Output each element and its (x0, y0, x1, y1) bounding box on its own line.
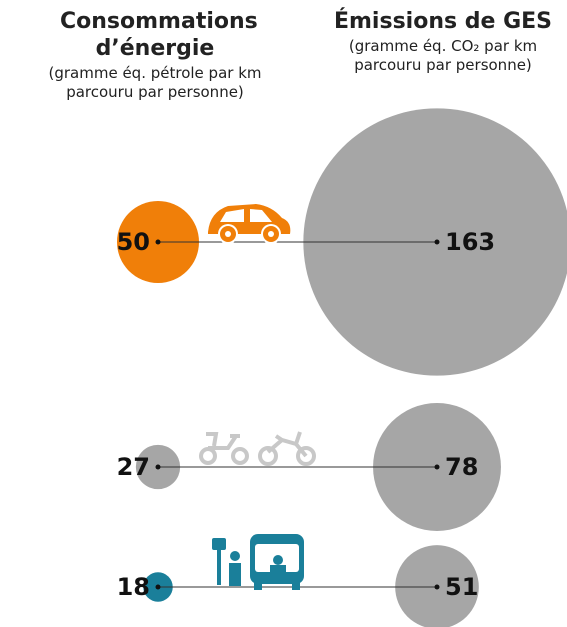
value-label: 18 (117, 573, 150, 601)
dot (155, 239, 161, 245)
value-label: 163 (445, 228, 495, 256)
value-label: 78 (445, 453, 478, 481)
emissions-header: Émissions de GES (gramme éq. CO₂ par km … (318, 8, 567, 75)
series-subtitle: (gramme éq. CO₂ par km parcouru par pers… (348, 37, 538, 74)
dot (434, 239, 440, 245)
dot (155, 584, 161, 590)
energy-header: Consommations d’énergie (gramme éq. pétr… (10, 8, 300, 102)
bubbles (117, 108, 567, 627)
series-title: Consommations d’énergie (60, 9, 258, 61)
series-subtitle: (gramme éq. pétrole par km parcouru par … (48, 64, 262, 101)
value-label: 50 (117, 228, 150, 256)
value-label: 51 (445, 573, 478, 601)
dot (434, 464, 440, 470)
bus-icon (212, 534, 304, 590)
two-wheeler-icon (199, 431, 316, 466)
dot (434, 584, 440, 590)
value-label: 27 (117, 453, 150, 481)
car-icon (208, 204, 291, 244)
series-title: Émissions de GES (333, 9, 552, 34)
dot (155, 464, 161, 470)
